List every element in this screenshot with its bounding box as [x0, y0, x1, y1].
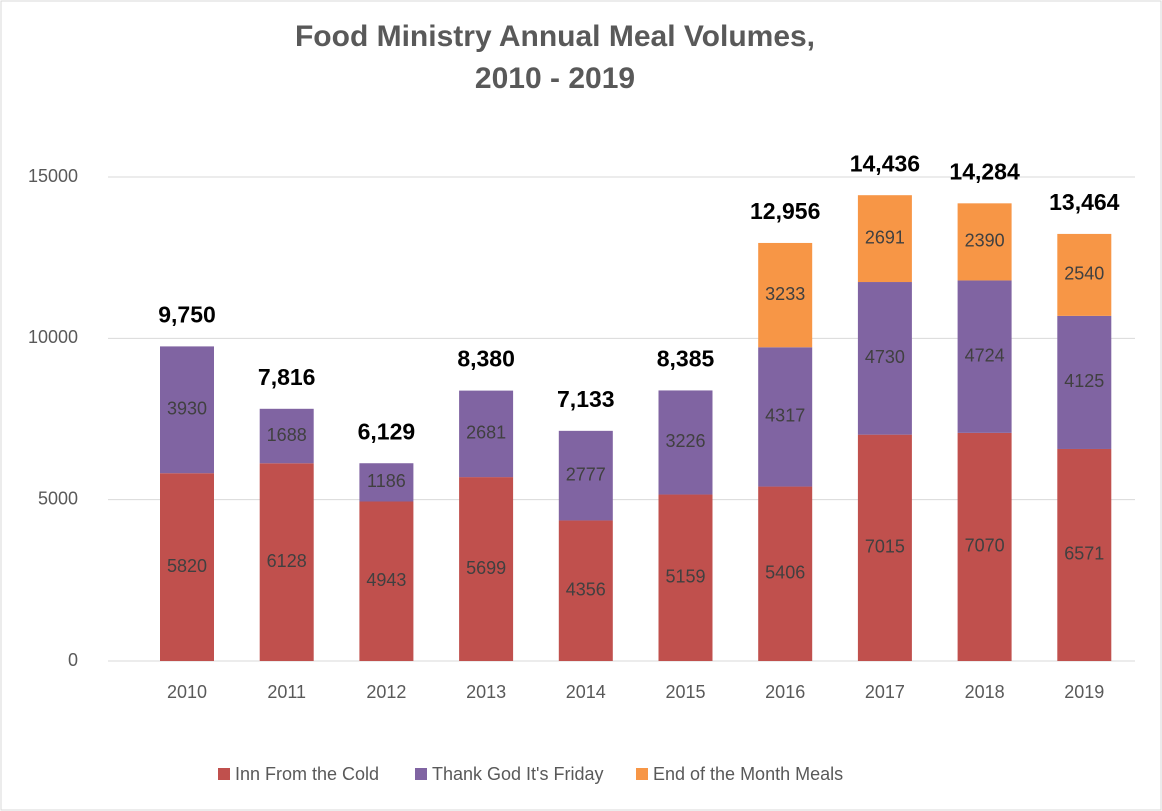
total-label: 7,816 — [258, 364, 316, 390]
bar-segment — [558, 430, 613, 521]
bar-segment — [957, 432, 1012, 661]
y-tick-label: 0 — [68, 650, 78, 670]
bar-segment — [1057, 315, 1112, 449]
y-tick-label: 10000 — [28, 327, 78, 347]
bar-segment — [758, 347, 813, 487]
bar-segment — [1057, 233, 1112, 316]
x-tick-label: 2011 — [267, 682, 306, 702]
total-label: 13,464 — [1049, 189, 1120, 215]
y-tick-label: 15000 — [28, 166, 78, 186]
data-label: 2777 — [566, 464, 606, 484]
chart-title: 2010 - 2019 — [475, 62, 635, 95]
bar-segment — [957, 203, 1012, 281]
total-label: 12,956 — [750, 198, 820, 224]
total-label: 14,284 — [949, 158, 1020, 184]
x-tick-label: 2015 — [665, 682, 705, 702]
data-label: 4317 — [765, 406, 805, 426]
bar-segment — [359, 463, 414, 502]
x-tick-label: 2016 — [765, 682, 805, 702]
chart-title: Food Ministry Annual Meal Volumes, — [295, 20, 815, 53]
bar-segment — [259, 463, 314, 661]
bar-segment — [658, 390, 713, 495]
x-tick-label: 2013 — [466, 682, 506, 702]
x-tick-label: 2018 — [965, 682, 1005, 702]
x-tick-label: 2010 — [167, 682, 207, 702]
data-label: 1186 — [367, 471, 406, 491]
data-label: 2691 — [865, 227, 905, 247]
legend-label: Inn From the Cold — [235, 764, 379, 784]
data-label: 3233 — [765, 284, 805, 304]
bar-segment — [459, 477, 514, 661]
data-label: 5820 — [167, 556, 207, 576]
data-label: 2390 — [965, 231, 1005, 251]
legend-label: Thank God It's Friday — [432, 764, 604, 784]
bar-segment — [658, 494, 713, 661]
data-label: 4730 — [865, 347, 905, 367]
data-label: 4125 — [1064, 371, 1104, 391]
legend-swatch — [218, 768, 230, 780]
bar-segment — [857, 195, 912, 283]
data-label: 4724 — [965, 345, 1005, 365]
total-label: 6,129 — [358, 418, 416, 444]
bar-segment — [160, 346, 214, 474]
data-label: 3930 — [167, 399, 207, 419]
total-label: 9,750 — [158, 301, 216, 327]
data-label: 5159 — [665, 567, 705, 587]
data-label: 5406 — [765, 563, 805, 583]
bar-segment — [160, 473, 214, 661]
legend-swatch — [636, 768, 648, 780]
bar-segment — [359, 501, 414, 661]
total-label: 8,385 — [657, 346, 715, 372]
x-tick-label: 2019 — [1064, 682, 1104, 702]
legend-label: End of the Month Meals — [653, 764, 843, 784]
total-label: 14,436 — [850, 150, 920, 176]
data-label: 2540 — [1064, 264, 1104, 284]
data-label: 6128 — [267, 551, 307, 571]
bar-segment — [957, 280, 1012, 433]
bar-segment — [857, 434, 912, 661]
data-label: 5699 — [466, 558, 506, 578]
data-label: 7015 — [865, 537, 905, 557]
total-label: 8,380 — [457, 346, 515, 372]
bar-segment — [758, 486, 813, 661]
data-label: 1688 — [267, 425, 307, 445]
y-tick-label: 5000 — [38, 488, 78, 508]
data-label: 4943 — [366, 570, 406, 590]
data-label: 7070 — [965, 536, 1005, 556]
total-label: 7,133 — [557, 386, 615, 412]
bar-segment — [758, 242, 813, 348]
data-label: 2681 — [466, 423, 506, 443]
bar-segment — [259, 408, 314, 464]
x-tick-label: 2012 — [366, 682, 406, 702]
data-label: 4356 — [566, 579, 606, 599]
legend-swatch — [415, 768, 427, 780]
data-label: 3226 — [665, 431, 705, 451]
data-label: 6571 — [1064, 544, 1104, 564]
bar-segment — [558, 520, 613, 661]
bar-segment — [1057, 448, 1112, 661]
bar-segment — [857, 282, 912, 435]
x-tick-label: 2017 — [865, 682, 905, 702]
x-tick-label: 2014 — [566, 682, 606, 702]
bar-segment — [459, 390, 514, 478]
